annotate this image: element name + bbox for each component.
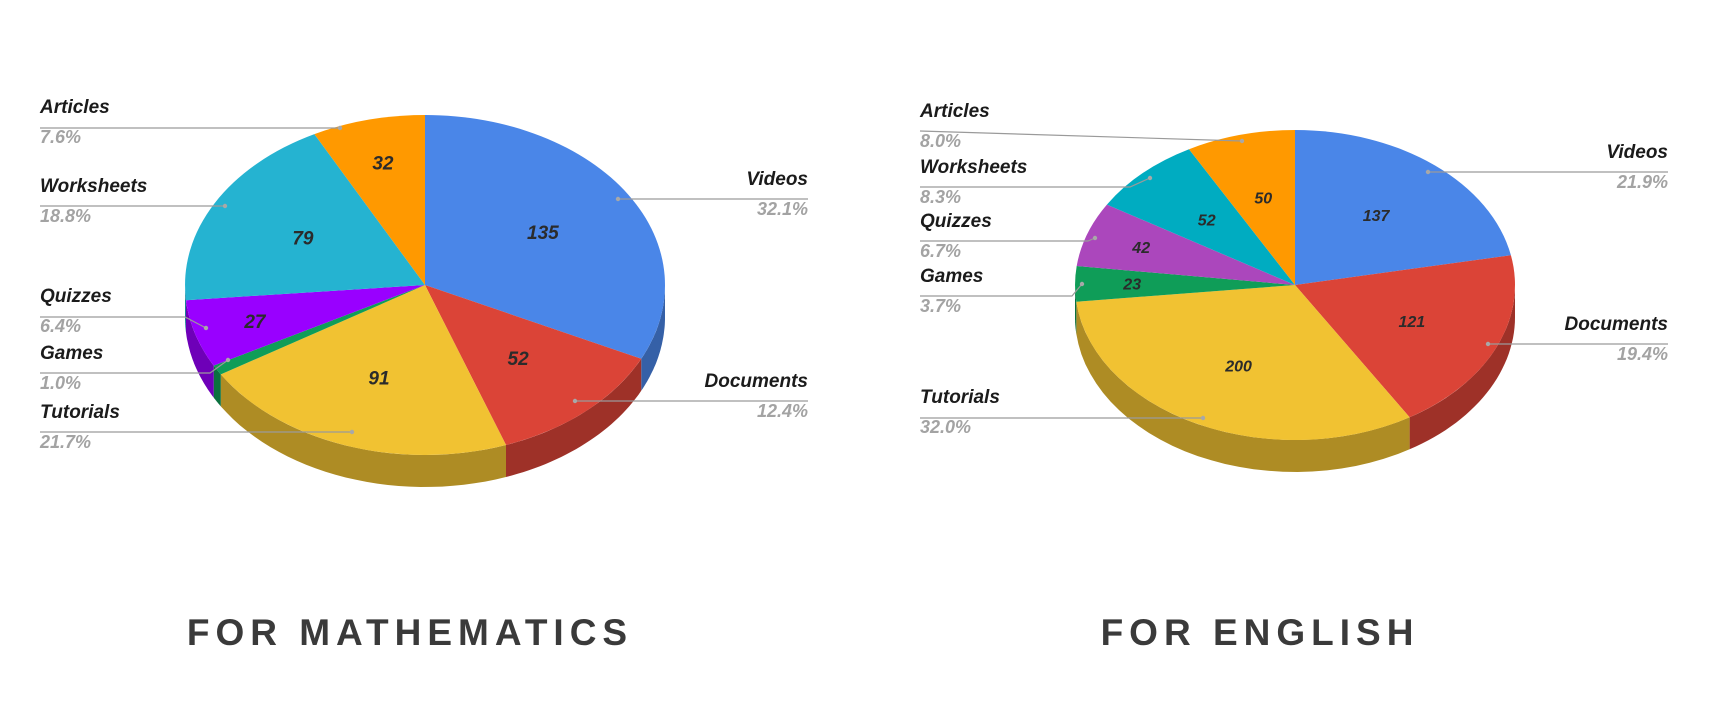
pie-slice-documents[interactable]	[1295, 255, 1516, 418]
chart-title-english: FOR ENGLISH	[1100, 612, 1420, 653]
pie-slice-documents[interactable]	[425, 285, 642, 445]
pie-side-games	[1075, 285, 1077, 334]
leader-dot-documents	[572, 398, 578, 404]
legend-percent-videos: 21.9%	[1616, 172, 1668, 192]
leader-line-articles	[919, 130, 1243, 142]
legend-label-documents: Documents	[1565, 314, 1668, 335]
pie-slice-games[interactable]	[213, 285, 425, 375]
leader-dot-worksheets	[1147, 175, 1153, 181]
slice-value-articles: 32	[372, 153, 394, 174]
pie-side-worksheets	[185, 285, 186, 333]
pie-external-labels: Videos 21.9% Documents 19.4% Tutorials 32.0% G…	[919, 101, 1668, 437]
leader-dot-documents	[1485, 341, 1491, 347]
pie-side-tutorials	[1076, 301, 1410, 472]
pie-slices	[1075, 130, 1516, 440]
legend-label-documents: Documents	[705, 371, 808, 392]
legend-label-tutorials: Tutorials	[40, 402, 120, 423]
leader-dot-quizzes	[203, 325, 209, 331]
leader-line-quizzes	[920, 237, 1096, 242]
leader-dot-articles	[337, 125, 343, 131]
pie-side-tutorials	[220, 374, 507, 487]
slice-value-tutorials: 200	[1224, 358, 1252, 375]
slice-value-games: 23	[1122, 277, 1141, 294]
pie-side-documents	[1409, 285, 1515, 450]
legend-percent-worksheets: 8.3%	[920, 187, 961, 207]
leader-dot-tutorials	[349, 429, 355, 435]
pie-value-labels: 137 121 200 23 42 52 50	[1122, 191, 1425, 376]
slice-value-articles: 50	[1254, 191, 1272, 208]
slice-value-documents: 52	[508, 349, 530, 370]
slice-value-worksheets: 52	[1198, 213, 1216, 230]
leader-dot-tutorials	[1200, 415, 1206, 421]
leader-line-quizzes	[40, 316, 207, 329]
pie-slice-games[interactable]	[1075, 266, 1295, 302]
legend-percent-articles: 8.0%	[920, 131, 961, 151]
legend-percent-tutorials: 21.7%	[39, 432, 91, 452]
pie-slice-tutorials[interactable]	[220, 285, 507, 455]
legend-label-videos: Videos	[1606, 142, 1668, 163]
legend-percent-documents: 12.4%	[757, 401, 808, 421]
legend-label-worksheets: Worksheets	[40, 176, 147, 197]
legend-label-quizzes: Quizzes	[40, 286, 112, 307]
chart-english: 137 121 200 23 42 52 50 Videos 21.9% Documents 19.…	[860, 0, 1720, 718]
pie-side-walls	[1075, 285, 1515, 472]
pie-slice-quizzes[interactable]	[1076, 204, 1295, 285]
legend-label-articles: Articles	[39, 97, 110, 118]
leader-dot-quizzes	[1092, 235, 1098, 241]
legend-percent-games: 1.0%	[40, 373, 81, 393]
leader-line-games	[920, 283, 1083, 297]
legend-percent-documents: 19.4%	[1617, 344, 1668, 364]
leader-dot-games	[225, 357, 231, 363]
pie-side-games	[213, 365, 221, 407]
legend-percent-worksheets: 18.8%	[40, 206, 91, 226]
pie-slice-articles[interactable]	[314, 114, 425, 285]
legend-percent-videos: 32.1%	[757, 199, 808, 219]
legend-percent-articles: 7.6%	[40, 127, 81, 147]
leader-dot-videos	[615, 196, 621, 202]
pie-value-labels: 135 52 91 27 79 32	[243, 153, 559, 389]
pie-side-documents	[506, 358, 642, 477]
chart-mathematics: 135 52 91 27 79 32 Videos 32.1% Documents 12.4% Tu…	[39, 97, 808, 653]
legend-label-tutorials: Tutorials	[920, 387, 1000, 408]
chart-title-mathematics: FOR MATHEMATICS	[186, 612, 634, 653]
pie-chart-mathematics: 135 52 91 27 79 32 Videos 32.1% Documents 12.4% Tu…	[39, 97, 808, 487]
pie-slice-videos[interactable]	[1295, 130, 1511, 285]
pie-slices	[185, 114, 665, 455]
legend-percent-tutorials: 32.0%	[920, 417, 971, 437]
slice-value-quizzes: 27	[243, 312, 267, 333]
leader-line-games	[40, 359, 229, 374]
leader-dot-worksheets	[222, 203, 228, 209]
pie-slice-tutorials[interactable]	[1076, 285, 1410, 440]
legend-percent-quizzes: 6.4%	[40, 316, 81, 336]
legend-label-quizzes: Quizzes	[920, 211, 992, 232]
slice-value-documents: 121	[1398, 314, 1425, 331]
pie-slice-worksheets[interactable]	[1106, 149, 1295, 285]
legend-label-worksheets: Worksheets	[920, 157, 1027, 178]
pie-slice-quizzes[interactable]	[186, 285, 425, 366]
pie-slice-worksheets[interactable]	[185, 134, 425, 301]
leader-line-worksheets	[920, 177, 1151, 188]
slice-value-tutorials: 91	[368, 369, 389, 390]
leader-dot-articles	[1239, 138, 1245, 144]
legend-percent-games: 3.7%	[920, 296, 961, 316]
pie-external-labels: Videos 32.1% Documents 12.4% Tutorials 21.7% G…	[39, 97, 808, 452]
legend-percent-quizzes: 6.7%	[920, 241, 961, 261]
legend-label-games: Games	[40, 343, 103, 364]
slice-value-videos: 135	[527, 223, 559, 244]
pie-slice-videos[interactable]	[425, 115, 665, 359]
pie-side-videos	[641, 285, 665, 391]
pie-chart-english: 137 121 200 23 42 52 50 Videos 21.9% Documents 19.…	[919, 101, 1668, 472]
leader-dot-videos	[1425, 169, 1431, 175]
slice-value-quizzes: 42	[1131, 240, 1150, 257]
pie-slice-articles[interactable]	[1189, 130, 1295, 285]
slice-value-worksheets: 79	[292, 228, 314, 249]
legend-label-games: Games	[920, 266, 983, 287]
legend-label-videos: Videos	[746, 169, 808, 190]
leader-dot-games	[1079, 281, 1085, 287]
legend-label-articles: Articles	[919, 101, 990, 122]
slice-value-videos: 137	[1363, 208, 1391, 225]
